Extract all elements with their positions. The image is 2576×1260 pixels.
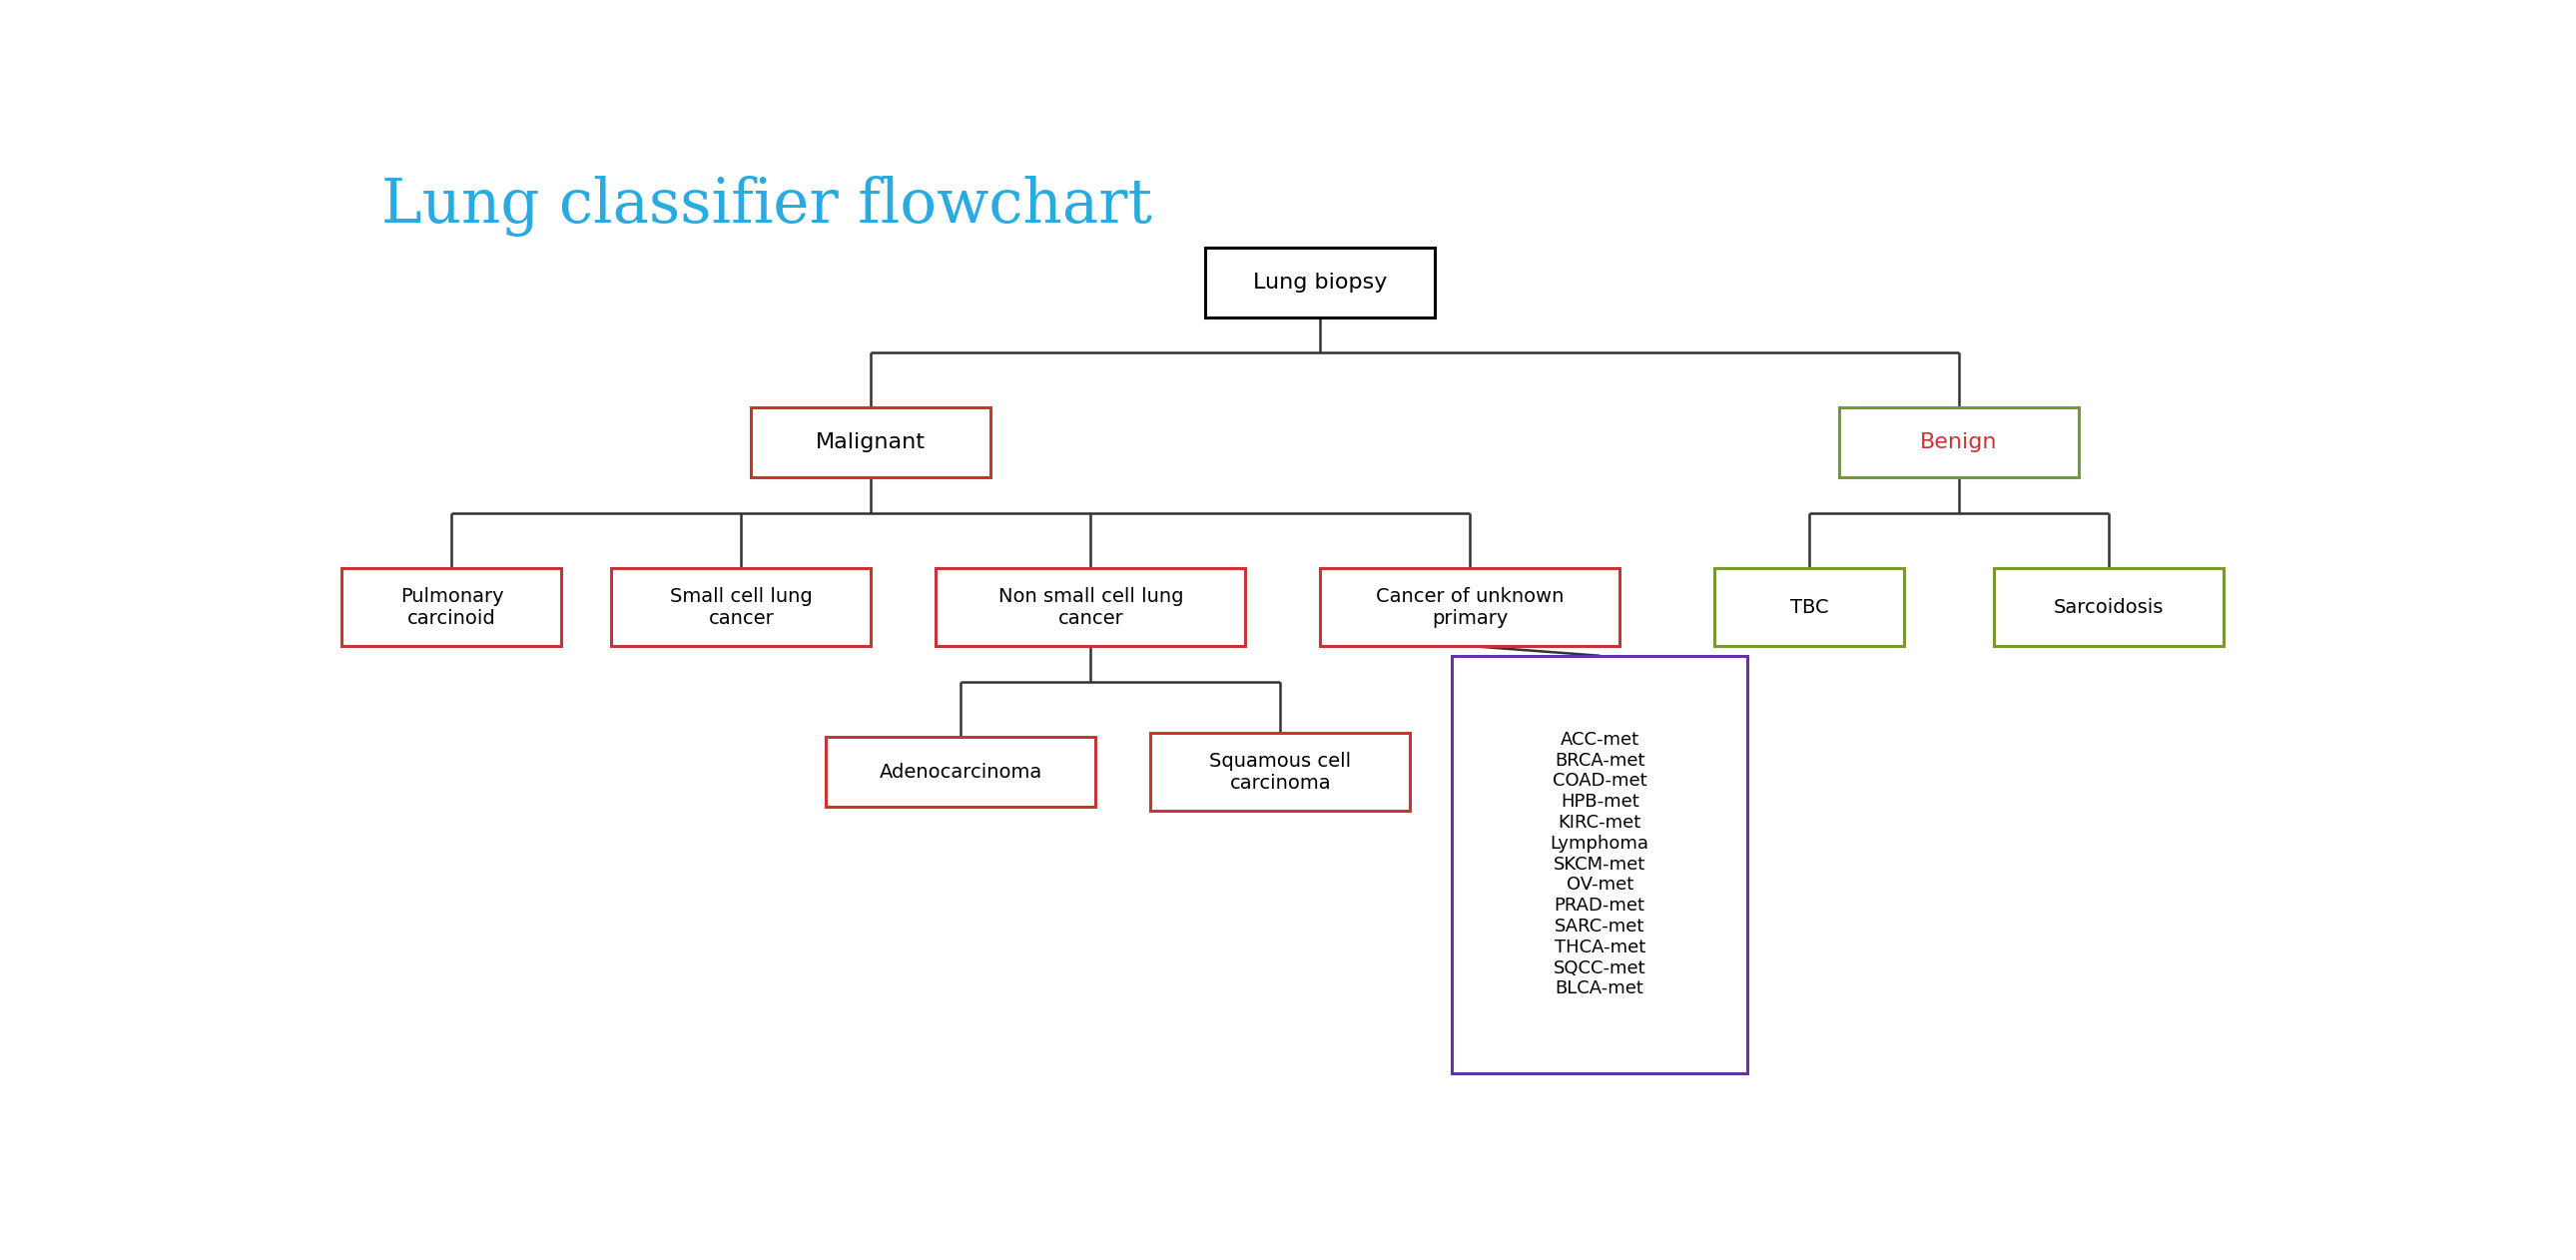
- FancyBboxPatch shape: [935, 568, 1244, 646]
- FancyBboxPatch shape: [752, 407, 992, 478]
- FancyBboxPatch shape: [1319, 568, 1620, 646]
- Text: ACC-met
BRCA-met
COAD-met
HPB-met
KIRC-met
Lymphoma
SKCM-met
OV-met
PRAD-met
SAR: ACC-met BRCA-met COAD-met HPB-met KIRC-m…: [1551, 731, 1649, 998]
- Text: Sarcoidosis: Sarcoidosis: [2053, 597, 2164, 616]
- Text: Pulmonary
carcinoid: Pulmonary carcinoid: [399, 587, 502, 627]
- Text: Adenocarcinoma: Adenocarcinoma: [878, 762, 1043, 781]
- FancyBboxPatch shape: [1716, 568, 1904, 646]
- FancyBboxPatch shape: [1839, 407, 2079, 478]
- Text: TBC: TBC: [1790, 597, 1829, 616]
- Text: Squamous cell
carcinoma: Squamous cell carcinoma: [1208, 752, 1352, 793]
- FancyBboxPatch shape: [827, 737, 1095, 808]
- Text: Malignant: Malignant: [817, 432, 925, 452]
- FancyBboxPatch shape: [1151, 733, 1409, 811]
- Text: Cancer of unknown
primary: Cancer of unknown primary: [1376, 587, 1564, 627]
- Text: Lung biopsy: Lung biopsy: [1252, 272, 1388, 292]
- Text: Non small cell lung
cancer: Non small cell lung cancer: [997, 587, 1182, 627]
- Text: Benign: Benign: [1919, 432, 1999, 452]
- FancyBboxPatch shape: [611, 568, 871, 646]
- FancyBboxPatch shape: [343, 568, 562, 646]
- FancyBboxPatch shape: [1453, 655, 1747, 1072]
- FancyBboxPatch shape: [1994, 568, 2223, 646]
- Text: Small cell lung
cancer: Small cell lung cancer: [670, 587, 811, 627]
- Text: Lung classifier flowchart: Lung classifier flowchart: [381, 175, 1151, 237]
- FancyBboxPatch shape: [1206, 247, 1435, 318]
